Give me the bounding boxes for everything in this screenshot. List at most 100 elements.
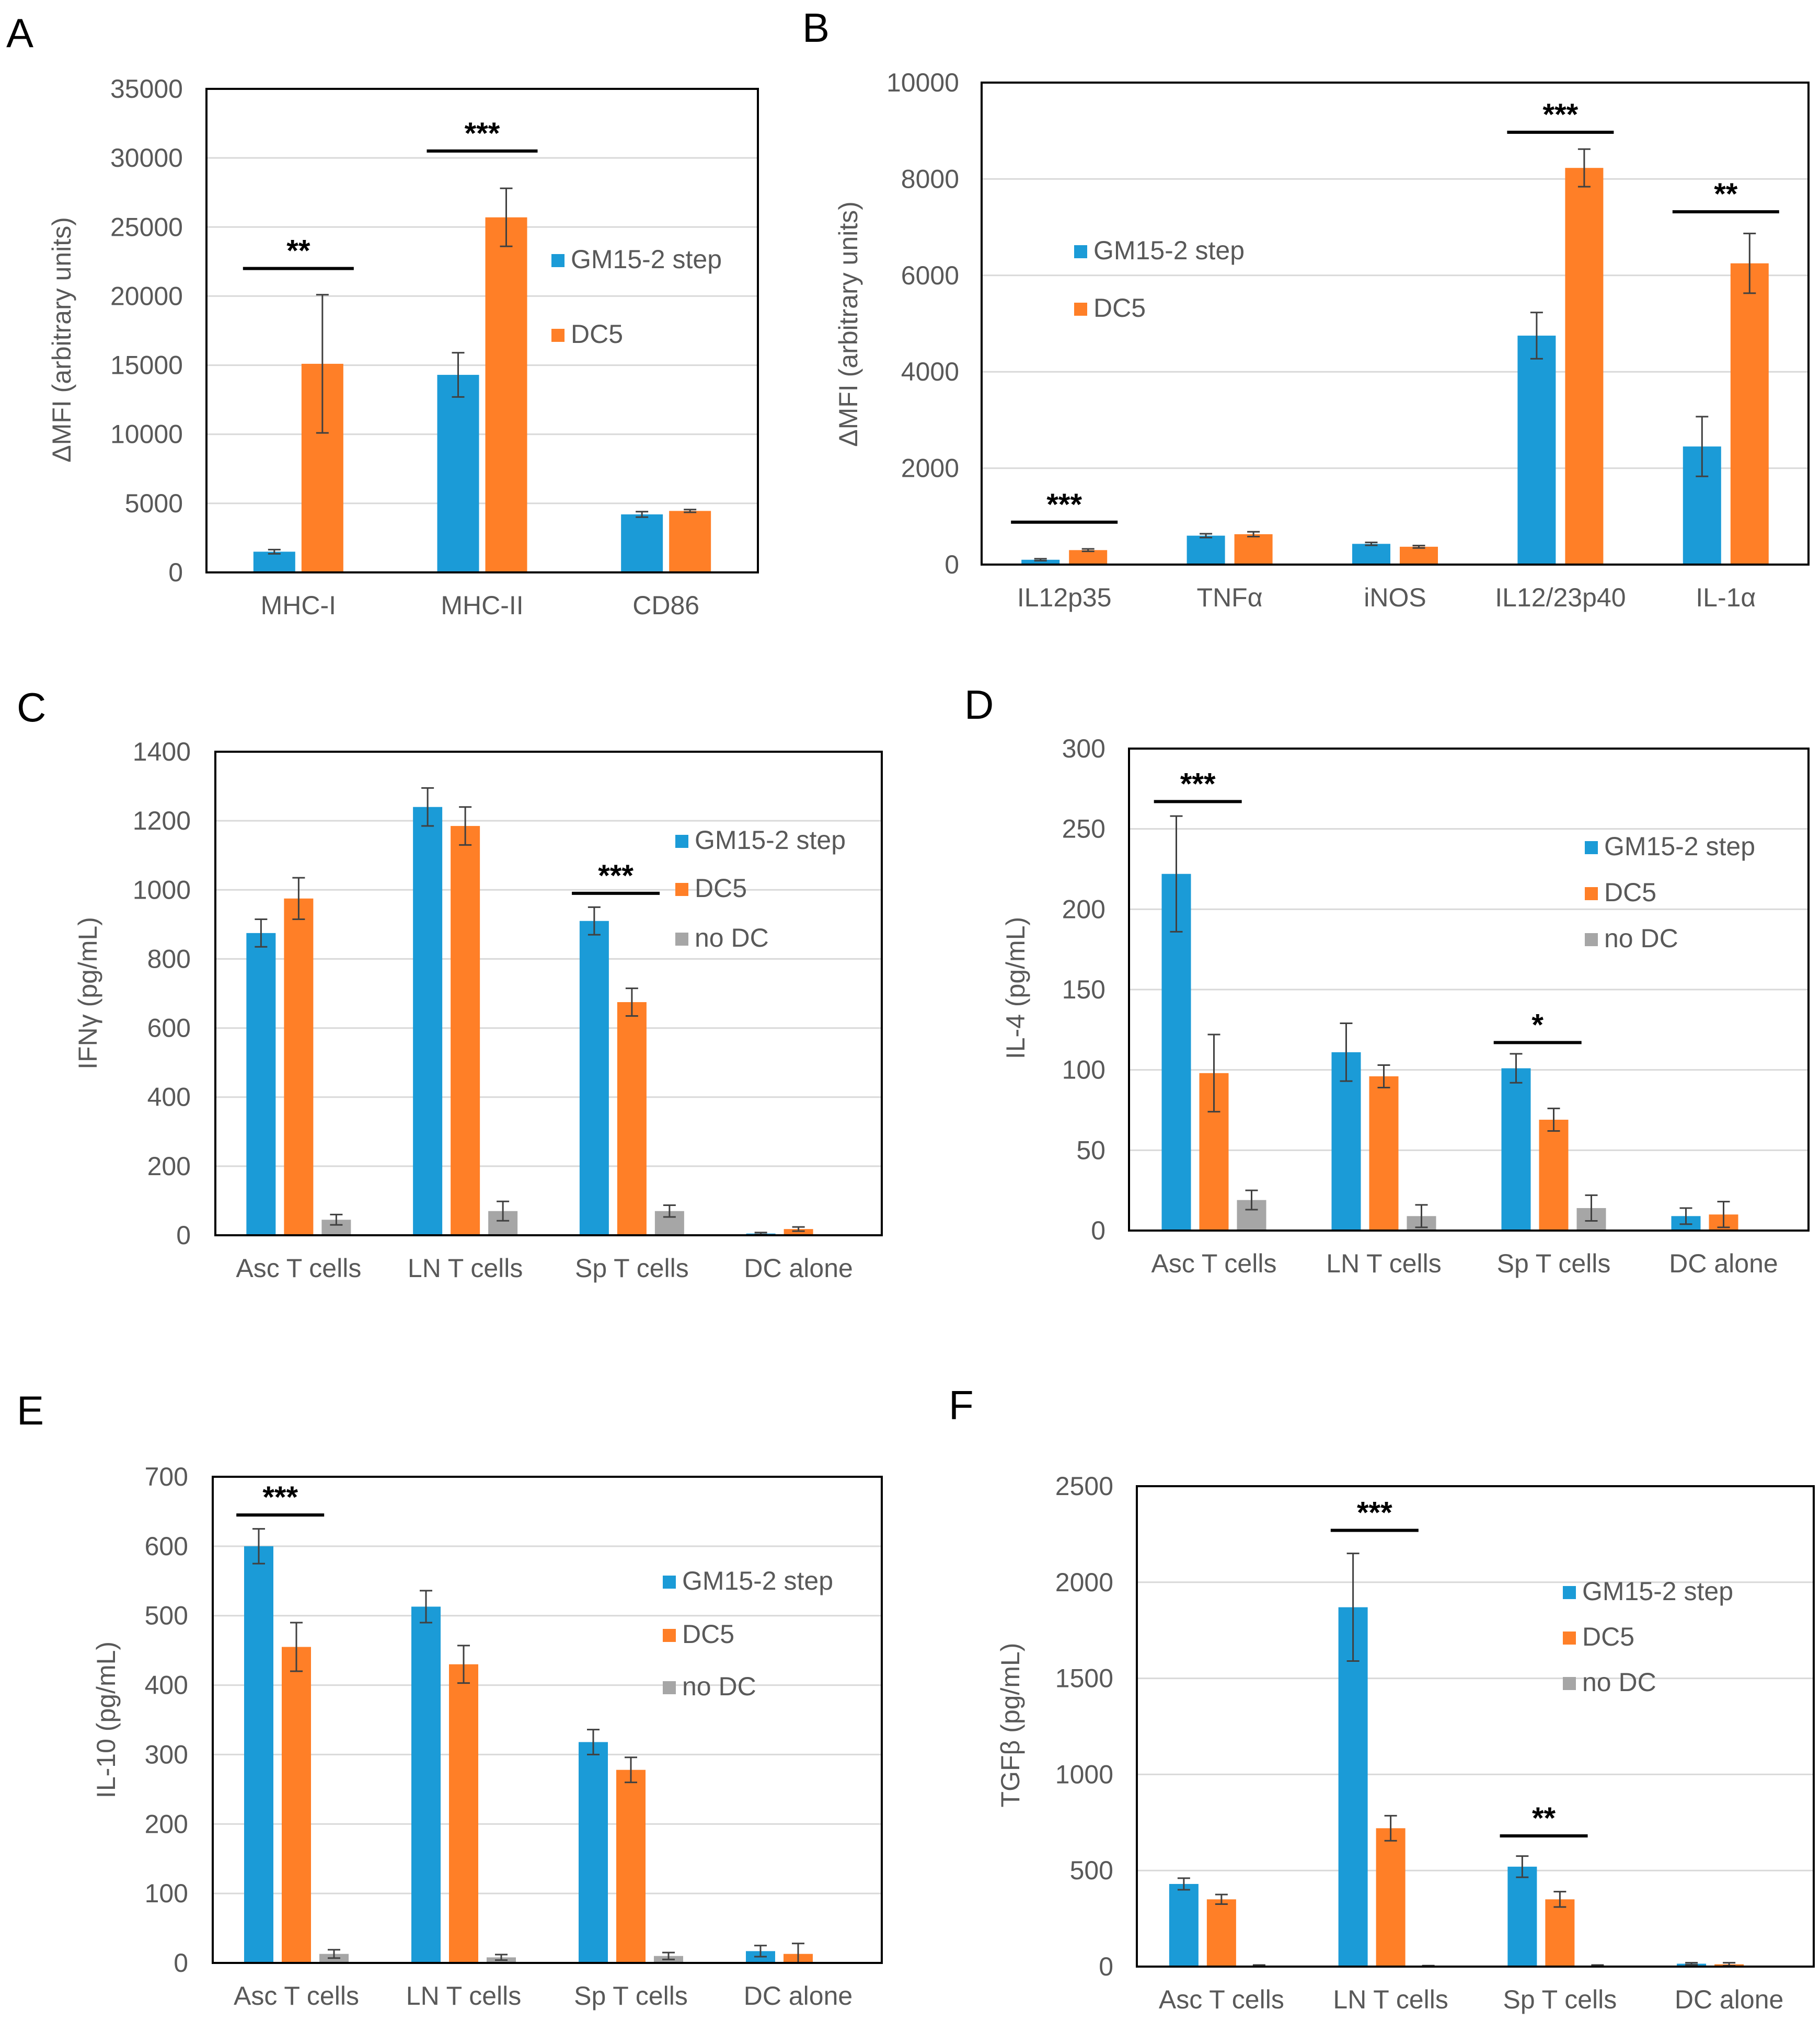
- y-tick-label: 20000: [110, 281, 183, 311]
- x-tick-label: Asc T cells: [1159, 1985, 1284, 2014]
- y-tick-label: 300: [1062, 734, 1105, 763]
- legend-swatch-dc: [1585, 887, 1598, 900]
- y-tick-label: 200: [1062, 894, 1105, 924]
- y-axis-label: ΔMFI (arbitrary units): [47, 217, 76, 463]
- y-tick-label: 15000: [110, 351, 183, 380]
- bar-dc-2: [1539, 1119, 1569, 1231]
- panel-letter-c: C: [17, 684, 46, 730]
- y-tick-label: 4000: [901, 357, 959, 386]
- bar-gm-0: [246, 933, 276, 1235]
- bar-dc-2: [669, 511, 711, 572]
- x-tick-label: Sp T cells: [1503, 1985, 1617, 2014]
- legend-label: DC5: [682, 1619, 734, 1649]
- significance-label: ***: [465, 117, 500, 151]
- x-tick-label: DC alone: [744, 1981, 853, 2010]
- x-tick-label: IL12/23p40: [1495, 583, 1626, 612]
- legend-swatch-dc: [663, 1629, 676, 1642]
- legend-label: DC5: [1093, 293, 1146, 323]
- bar-gm-0: [1021, 559, 1060, 565]
- legend-label: GM15-2 step: [571, 245, 722, 274]
- x-tick-label: MHC-II: [441, 591, 523, 620]
- legend-swatch-gm: [551, 254, 565, 267]
- panel-letter-a: A: [6, 10, 33, 56]
- legend-swatch-gm: [663, 1576, 676, 1589]
- legend-label: DC5: [1582, 1622, 1634, 1651]
- y-tick-label: 0: [168, 558, 183, 587]
- panel-c: C 0 200 400 600 800 1000 1200 1400 IFNγ (pg/mL) As…: [17, 684, 883, 1283]
- legend-label: GM15-2 step: [1582, 1577, 1733, 1606]
- bar-dc-2: [616, 1770, 646, 1963]
- y-tick-label: 100: [145, 1879, 188, 1908]
- panel-letter-f: F: [949, 1382, 974, 1428]
- significance-label: ***: [262, 1480, 298, 1514]
- y-tick-label: 10000: [110, 420, 183, 449]
- plot-frame: [212, 1476, 883, 1964]
- legend-swatch-nodc: [675, 933, 688, 946]
- bar-gm-1: [1187, 535, 1225, 565]
- panel-letter-e: E: [17, 1387, 44, 1433]
- panel-letter-d: D: [964, 682, 994, 728]
- panel-d: D 0 50 100 150 200 250 300 IL-4 (pg/mL) Asc T cel…: [964, 682, 1810, 1278]
- y-tick-label: 200: [145, 1809, 188, 1839]
- y-tick-label: 400: [145, 1671, 188, 1700]
- y-tick-label: 50: [1076, 1135, 1105, 1165]
- bar-gm-0: [244, 1546, 273, 1963]
- y-tick-label: 1500: [1055, 1664, 1113, 1693]
- y-tick-label: 35000: [110, 74, 183, 104]
- legend-swatch-gm: [1563, 1586, 1576, 1599]
- y-tick-label: 700: [145, 1462, 188, 1491]
- y-tick-label: 0: [944, 550, 959, 579]
- panel-a: A 0 5000 10000 15000 20000 25000 30000 35000 ΔMFI…: [6, 10, 759, 620]
- y-tick-label: 500: [145, 1601, 188, 1630]
- y-tick-label: 150: [1062, 975, 1105, 1004]
- plot-frame: [1128, 748, 1810, 1232]
- y-tick-label: 0: [174, 1948, 188, 1978]
- legend-swatch-gm: [675, 835, 688, 848]
- y-tick-label: 10000: [886, 68, 959, 97]
- y-tick-label: 1400: [133, 737, 191, 766]
- y-tick-label: 25000: [110, 212, 183, 242]
- bar-gm-2: [1501, 1068, 1531, 1231]
- bar-gm-2: [621, 514, 663, 572]
- y-tick-label: 600: [147, 1014, 191, 1043]
- y-axis-label: ΔMFI (arbitrary units): [834, 201, 863, 447]
- significance-label: *: [1531, 1008, 1543, 1042]
- bar-gm-1: [1338, 1607, 1368, 1967]
- y-tick-label: 2000: [901, 454, 959, 483]
- bar-dc-1: [1376, 1828, 1406, 1967]
- significance-label: **: [286, 234, 310, 268]
- y-tick-label: 600: [145, 1532, 188, 1561]
- bar-gm-3: [1517, 336, 1556, 565]
- legend-label: DC5: [695, 874, 747, 903]
- bar-dc-1: [1369, 1076, 1399, 1231]
- y-tick-label: 1000: [133, 875, 191, 904]
- significance-label: ***: [1357, 1496, 1392, 1530]
- bar-dc-3: [784, 1229, 813, 1235]
- y-tick-label: 500: [1070, 1856, 1113, 1885]
- y-tick-label: 2000: [1055, 1568, 1113, 1597]
- x-tick-label: DC alone: [1675, 1985, 1783, 2014]
- y-tick-label: 800: [147, 944, 191, 973]
- y-axis-label: IFNγ (pg/mL): [73, 917, 102, 1070]
- panel-f: F 0 500 1000 1500 2000 2500 TGFβ (pg/mL) Asc T c…: [949, 1382, 1815, 2014]
- bar-dc-0: [284, 898, 314, 1235]
- bar-gm-1: [437, 375, 479, 572]
- legend-swatch-dc: [675, 883, 688, 896]
- bar-dc-3: [1565, 168, 1604, 565]
- x-tick-label: CD86: [632, 591, 699, 620]
- panel-letter-b: B: [802, 5, 830, 51]
- plot-frame: [205, 88, 759, 573]
- bar-dc-2: [1400, 546, 1438, 565]
- legend-swatch-nodc: [663, 1681, 676, 1694]
- y-tick-label: 250: [1062, 814, 1105, 844]
- bar-dc-0: [282, 1647, 311, 1963]
- legend-swatch-nodc: [1563, 1677, 1576, 1690]
- legend-label: GM15-2 step: [695, 825, 846, 855]
- y-tick-label: 0: [176, 1221, 191, 1250]
- significance-label: ***: [598, 859, 633, 893]
- y-tick-label: 8000: [901, 164, 959, 193]
- plot-frame: [1136, 1485, 1815, 1968]
- bar-gm-1: [413, 807, 443, 1235]
- x-tick-label: LN T cells: [406, 1981, 521, 2010]
